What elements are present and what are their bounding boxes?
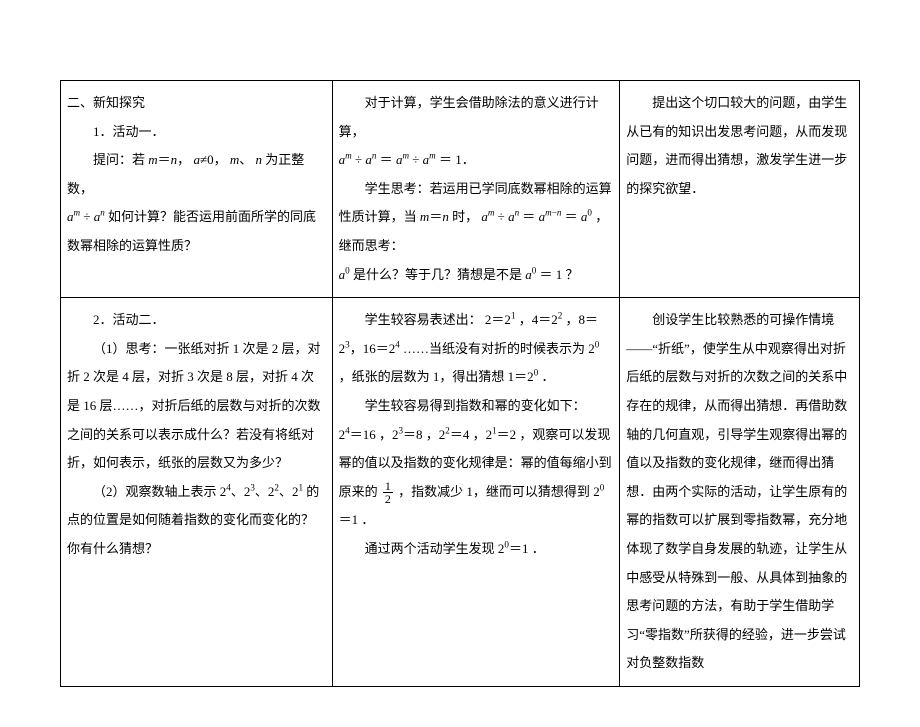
math-line: am ÷ an ＝ am ÷ am ＝ 1． <box>339 146 614 175</box>
text: ……当纸没有对折的时候表示为 <box>403 341 588 356</box>
cell-r2c2: 学生较容易表述出： 2＝21 ，4＝22 ，8＝23，16＝24 ……当纸没有对… <box>332 298 620 687</box>
text: 通过两个活动学生发现 <box>365 541 498 556</box>
activity-heading: 1．活动一． <box>67 118 326 147</box>
math-expr: a0 ＝ 1 <box>525 267 562 282</box>
content-table: 二、新知探究 1．活动一． 提问：若 m＝n， a≠0， m、 n 为正整数， … <box>60 80 860 687</box>
text: ． <box>541 369 554 384</box>
math-expr: 1＝20 <box>508 369 539 384</box>
text: ？ <box>566 267 579 282</box>
cell-r2c3: 创设学生比较熟悉的可操作情境——“折纸”，使学生从中观察得出对折后纸的层数与对折… <box>620 298 860 687</box>
paragraph: 提出这个切口较大的问题，由学生从已有的知识出发思考问题，从而发现问题，进而得出猜… <box>626 89 853 203</box>
math-expr: 24＝16 ，23＝8 ，22＝4 ，21＝2 <box>339 427 517 442</box>
table-row: 二、新知探究 1．活动一． 提问：若 m＝n， a≠0， m、 n 为正整数， … <box>61 81 860 298</box>
text: ， <box>177 152 190 167</box>
text: 是什么？等于几？猜想是不是 <box>353 267 525 282</box>
text: ，纸张的层数为 1，得出猜想 <box>339 369 508 384</box>
text: ，指数减少 1，继而可以猜想得到 <box>398 484 593 499</box>
activity-heading: 2．活动二． <box>67 306 326 335</box>
paragraph: 对于计算，学生会借助除法的意义进行计算， <box>339 89 614 146</box>
math-expr: m＝n <box>420 209 449 224</box>
fraction-den: 2 <box>383 493 393 505</box>
text: 提问：若 <box>93 152 145 167</box>
paragraph: 学生思考：若运用已学同底数幂相除的运算性质计算，当 m＝n 时， am ÷ an… <box>339 175 614 261</box>
paragraph: 24＝16 ，23＝8 ，22＝4 ，21＝2 ，观察可以发现幂的值以及指数的变… <box>339 421 614 535</box>
math-expr: 20＝1 <box>498 541 529 556</box>
cell-r1c1: 二、新知探究 1．活动一． 提问：若 m＝n， a≠0， m、 n 为正整数， … <box>61 81 333 298</box>
text: ． <box>532 541 545 556</box>
paragraph: 通过两个活动学生发现 20＝1 ． <box>339 535 614 564</box>
math-expr: 24、23、22、21 <box>220 484 303 499</box>
math-expr: a0 <box>339 267 350 282</box>
fraction: 1 2 <box>383 480 393 505</box>
text: 学生较容易表述出： <box>365 312 482 327</box>
table-row: 2．活动二． （1）思考：一张纸对折 1 次是 2 层，对折 2 次是 4 层，… <box>61 298 860 687</box>
math-expr: am ÷ an ＝ am−n ＝ a0 <box>481 209 592 224</box>
paragraph: 创设学生比较熟悉的可操作情境——“折纸”，使学生从中观察得出对折后纸的层数与对折… <box>626 306 853 678</box>
cell-r1c2: 对于计算，学生会借助除法的意义进行计算， am ÷ an ＝ am ÷ am ＝… <box>332 81 620 298</box>
text: 如何计算？能否运用前面所学的同底数幂相除的运算性质？ <box>67 209 316 253</box>
text: 、 <box>239 152 252 167</box>
math-expr: am ÷ an <box>67 209 105 224</box>
math-expr: m <box>230 152 239 167</box>
paragraph: （2）观察数轴上表示 24、23、22、21 的点的位置是如何随着指数的变化而变… <box>67 478 326 564</box>
paragraph: a0 是什么？等于几？猜想是不是 a0 ＝ 1 ？ <box>339 261 614 290</box>
document-page: 二、新知探究 1．活动一． 提问：若 m＝n， a≠0， m、 n 为正整数， … <box>0 0 920 727</box>
text: 时， <box>452 209 478 224</box>
paragraph: 提问：若 m＝n， a≠0， m、 n 为正整数， <box>67 146 326 203</box>
paragraph: （1）思考：一张纸对折 1 次是 2 层，对折 2 次是 4 层，对折 3 次是… <box>67 335 326 478</box>
text: ． <box>361 512 374 527</box>
paragraph: 学生较容易得到指数和幂的变化如下： <box>339 392 614 421</box>
text: ， <box>214 152 227 167</box>
text: （2）观察数轴上表示 <box>93 484 220 499</box>
paragraph: am ÷ an 如何计算？能否运用前面所学的同底数幂相除的运算性质？ <box>67 203 326 260</box>
paragraph: 学生较容易表述出： 2＝21 ，4＝22 ，8＝23，16＝24 ……当纸没有对… <box>339 306 614 392</box>
math-expr: 20 <box>588 341 599 356</box>
section-title: 二、新知探究 <box>67 89 326 118</box>
cell-r2c1: 2．活动二． （1）思考：一张纸对折 1 次是 2 层，对折 2 次是 4 层，… <box>61 298 333 687</box>
math-expr: m＝n <box>148 152 177 167</box>
math-expr: a≠0 <box>193 152 213 167</box>
cell-r1c3: 提出这个切口较大的问题，由学生从已有的知识出发思考问题，从而发现问题，进而得出猜… <box>620 81 860 298</box>
